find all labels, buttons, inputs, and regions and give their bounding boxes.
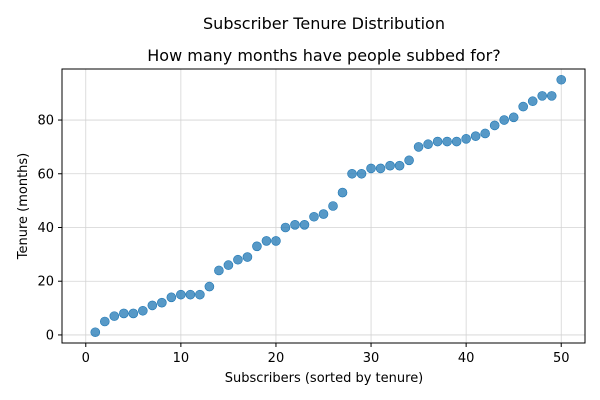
y-axis-ticks: 0 20 40 60 80 [37, 114, 62, 343]
data-point [176, 289, 186, 300]
x-axis-label: Subscribers (sorted by tenure) [225, 371, 424, 386]
data-point [109, 311, 120, 321]
data-point [147, 300, 158, 311]
data-point [318, 209, 329, 219]
data-point [527, 96, 538, 107]
data-point [375, 163, 386, 174]
x-tick-label: 40 [458, 351, 475, 366]
data-point [166, 292, 177, 303]
data-point [337, 187, 348, 198]
data-point [537, 91, 548, 101]
data-point [233, 254, 243, 265]
y-tick-label: 20 [37, 275, 54, 290]
data-point [508, 112, 519, 123]
data-point [280, 222, 291, 233]
data-point [90, 327, 101, 338]
x-tick-label: 50 [553, 351, 570, 366]
data-points [90, 74, 567, 338]
data-point [480, 128, 490, 139]
data-point [138, 305, 148, 316]
grid-lines [62, 69, 585, 343]
data-point [356, 168, 367, 179]
data-point [347, 168, 357, 179]
data-point [128, 308, 139, 319]
data-point [394, 160, 405, 171]
y-tick-label: 80 [37, 114, 54, 129]
data-point [461, 134, 471, 144]
data-point [385, 160, 395, 171]
data-point [470, 131, 481, 141]
data-point [271, 236, 281, 246]
data-point [442, 136, 452, 147]
data-point [252, 241, 262, 252]
data-point [242, 252, 253, 262]
data-point [195, 289, 205, 300]
data-point [214, 265, 224, 276]
data-point [423, 139, 433, 150]
data-point [404, 155, 414, 166]
data-point [413, 142, 424, 152]
data-point [432, 136, 443, 147]
chart-title: Subscriber Tenure Distribution [203, 14, 445, 33]
data-point [99, 316, 110, 327]
y-tick-label: 0 [46, 328, 54, 343]
data-point [299, 220, 310, 230]
data-point [546, 91, 557, 101]
data-point [328, 201, 338, 211]
x-axis-ticks: 0 10 20 30 40 50 [82, 343, 570, 366]
data-point [223, 260, 234, 270]
data-point [366, 163, 376, 174]
data-point [451, 136, 462, 147]
y-tick-label: 60 [37, 167, 54, 182]
y-axis-label: Tenure (months) [16, 153, 31, 261]
data-point [518, 101, 528, 112]
data-point [157, 297, 167, 308]
x-tick-label: 20 [268, 351, 285, 366]
data-point [119, 308, 129, 319]
data-point [499, 115, 509, 125]
x-tick-label: 0 [82, 351, 90, 366]
chart-subtitle: How many months have people subbed for? [147, 46, 500, 65]
data-point [556, 74, 567, 85]
data-point [261, 236, 272, 246]
plot-frame [61, 68, 586, 344]
data-point [309, 211, 319, 222]
x-tick-label: 10 [173, 351, 190, 366]
data-point [489, 120, 500, 131]
data-point [290, 220, 300, 230]
y-tick-label: 40 [37, 221, 54, 236]
data-point [185, 289, 196, 300]
data-point [204, 281, 215, 292]
x-tick-label: 30 [363, 351, 380, 366]
